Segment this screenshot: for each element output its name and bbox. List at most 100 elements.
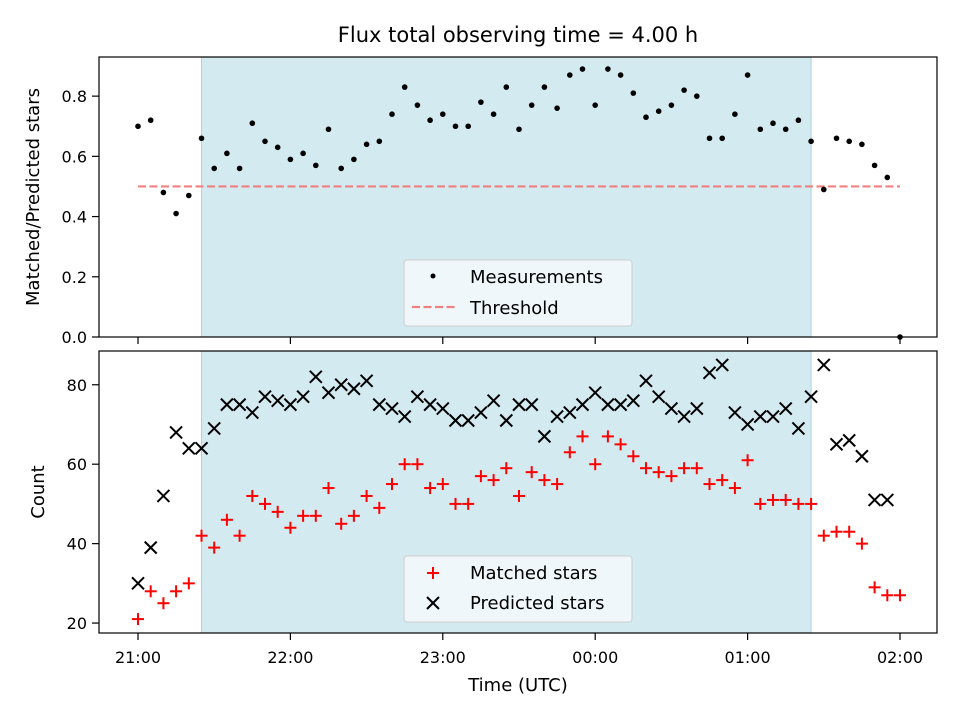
predicted-stars-point: [283, 397, 298, 412]
y-tick-label: 0.0: [62, 328, 87, 347]
predicted-stars-point: [309, 370, 323, 384]
predicted-stars-point: [677, 409, 691, 424]
measurement-point: [833, 135, 840, 142]
predicted-stars-point: [334, 378, 348, 392]
measurement-point: [376, 138, 383, 145]
predicted-stars-point: [804, 389, 818, 404]
predicted-stars-point: [702, 366, 717, 380]
measurement-point: [325, 126, 332, 133]
matched-stars-point: [474, 470, 487, 483]
matched-stars-point: [589, 458, 602, 471]
predicted-stars-point: [207, 421, 221, 436]
measurement-point: [630, 90, 637, 96]
measurement-point: [706, 135, 713, 142]
matched-stars-point: [538, 474, 551, 487]
predicted-stars-point: [347, 382, 361, 396]
y-tick-label: 0.8: [62, 87, 87, 106]
predicted-stars-point: [778, 401, 793, 416]
matched-stars-point: [220, 513, 233, 526]
measurement-point: [211, 165, 217, 172]
measurements-legend-label: Measurements: [470, 267, 603, 288]
y-tick-label: 0.6: [62, 147, 87, 166]
matched-stars-point: [157, 597, 170, 610]
predicted-stars-point: [791, 421, 806, 436]
matched-stars-point: [767, 493, 779, 506]
predicted-stars-point: [182, 441, 196, 456]
matched-stars-point: [271, 505, 284, 518]
top-panel: Flux total observing time = 4.00 h 0.0 0.…: [23, 23, 938, 347]
predicted-stars-point: [575, 397, 590, 412]
legend-frame: [403, 555, 633, 623]
predicted-stars-point: [855, 449, 869, 463]
measurement-point: [414, 102, 421, 108]
measurement-point: [198, 135, 205, 142]
matched-stars-point: [487, 474, 500, 487]
y-tick-label: 20: [67, 614, 87, 633]
measurement-point: [427, 117, 433, 124]
predicted-stars-point: [753, 409, 768, 424]
matched-stars-point: [259, 497, 271, 510]
y-tick-label: 80: [67, 376, 87, 395]
predicted-stars-point: [817, 358, 831, 372]
matched-stars-point: [881, 589, 894, 602]
matched-stars-point: [652, 466, 665, 479]
matched-stars-point: [462, 497, 475, 510]
predicted-stars-point: [537, 429, 552, 444]
predicted-stars-point: [728, 405, 742, 420]
matched-stars-point: [246, 489, 259, 502]
measurement-point: [884, 174, 891, 181]
matched-stars-point: [297, 509, 310, 522]
matched-stars-point: [551, 478, 564, 491]
predicted-stars-points: [131, 358, 895, 591]
measurement-point: [313, 162, 319, 169]
bottom-y-ticks: 20 40 60 80: [67, 376, 99, 633]
x-tick-label: 02:00: [877, 648, 923, 667]
measurement-point: [465, 123, 472, 130]
matched-stars-point: [525, 466, 538, 479]
matched-stars-point: [703, 478, 716, 491]
predicted-stars-point: [359, 374, 374, 388]
measurement-point: [160, 189, 167, 196]
predicted-stars-point: [131, 576, 145, 591]
matched-stars-points: [132, 430, 906, 626]
matched-stars-point: [716, 474, 729, 487]
matched-stars-point: [424, 482, 437, 495]
measurement-point: [655, 108, 662, 114]
matched-stars-point: [576, 430, 589, 443]
matched-stars-point: [843, 525, 856, 538]
measurement-point: [452, 123, 459, 130]
measurements-legend-marker: [430, 273, 436, 279]
chart-title: Flux total observing time = 4.00 h: [338, 23, 698, 47]
predicted-stars-point: [766, 409, 780, 424]
predicted-stars-point: [270, 393, 285, 408]
matched-stars-point: [170, 585, 183, 598]
matched-stars-point: [360, 489, 373, 502]
measurement-point: [300, 150, 306, 157]
predicted-stars-point: [448, 413, 463, 428]
matched-stars-point: [411, 458, 424, 471]
predicted-stars-point: [143, 540, 158, 555]
predicted-stars-point: [740, 417, 755, 432]
measurement-point: [173, 210, 179, 217]
measurement-point: [744, 72, 751, 78]
matched-stars-point: [195, 529, 208, 542]
matched-stars-point: [817, 529, 830, 542]
top-plot-frame: [98, 56, 938, 338]
measurement-point: [617, 72, 624, 78]
matched-stars-point: [614, 438, 627, 451]
measurement-point: [287, 156, 294, 163]
measurement-point: [871, 162, 878, 169]
legend-frame: [403, 259, 633, 327]
predicted-stars-point: [613, 397, 628, 412]
predicted-stars-point: [588, 385, 602, 400]
x-tick-label: 00:00: [572, 648, 618, 667]
predicted-stars-point: [524, 397, 539, 412]
matched-stars-point: [678, 462, 691, 475]
measurement-point: [338, 165, 345, 172]
predicted-stars-point: [321, 385, 336, 400]
measurement-point: [249, 120, 256, 127]
measurement-point: [503, 84, 510, 90]
predicted-stars-point: [512, 397, 526, 412]
matched-stars-point: [792, 497, 805, 510]
predicted-stars-point: [245, 405, 260, 420]
